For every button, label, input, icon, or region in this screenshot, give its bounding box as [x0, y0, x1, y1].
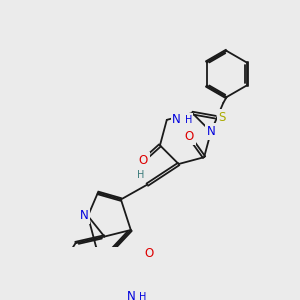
Text: N: N [172, 113, 181, 126]
Text: H: H [140, 292, 147, 300]
Text: N: N [207, 125, 215, 138]
Text: H: H [184, 115, 192, 125]
Text: O: O [184, 130, 194, 143]
Text: O: O [139, 154, 148, 167]
Text: N: N [127, 290, 136, 300]
Text: O: O [144, 247, 154, 260]
Text: S: S [218, 111, 226, 124]
Text: N: N [80, 209, 88, 223]
Text: H: H [137, 170, 144, 180]
